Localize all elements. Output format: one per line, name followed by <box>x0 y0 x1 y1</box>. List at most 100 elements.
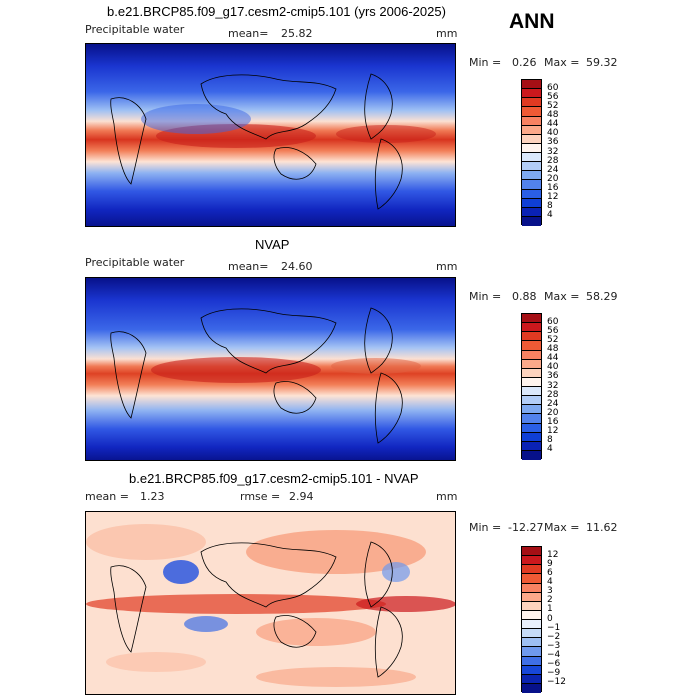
colorbar-swatch <box>522 377 541 387</box>
panel-1-title: b.e21.BRCP85.f09_g17.cesm2-cmip5.101 (yr… <box>107 4 446 19</box>
colorbar-tick-label: 52 <box>547 100 559 111</box>
panel-2-variable: Precipitable water <box>85 256 185 269</box>
colorbar-tick-label: 12 <box>547 549 559 560</box>
panel-2-max-value: 58.29 <box>586 290 618 303</box>
colorbar-tick-label: 3 <box>547 586 553 597</box>
colorbar-tick-label: 24 <box>547 398 559 409</box>
colorbar-tick-label: 52 <box>547 334 559 345</box>
colorbar-swatch <box>522 556 541 566</box>
colorbar-tick-label: 9 <box>547 558 553 569</box>
colorbar-tick-label: 48 <box>547 110 559 120</box>
colorbar-tick-label: 36 <box>547 371 559 382</box>
colorbar-swatch <box>522 189 541 199</box>
colorbar-swatch <box>522 89 541 99</box>
colorbar-tick-label: 28 <box>547 155 559 166</box>
colorbar-swatch <box>522 638 541 648</box>
colorbar-swatch <box>522 565 541 575</box>
colorbar-tick-label: 44 <box>547 119 559 130</box>
colorbar-swatch <box>522 432 541 442</box>
panel-1-variable: Precipitable water <box>85 23 185 36</box>
colorbar-swatch <box>522 314 541 324</box>
colorbar-swatch <box>522 207 541 217</box>
panel-3-max-label: Max = <box>544 521 580 534</box>
colorbar-swatch <box>522 153 541 163</box>
colorbar-tick-label: 20 <box>547 407 559 418</box>
colorbar-tick-label: 20 <box>547 173 559 184</box>
colorbar-swatch <box>522 414 541 424</box>
panel-2-title: NVAP <box>255 237 290 252</box>
colorbar-swatch <box>522 341 541 351</box>
panel-2-min-value: 0.88 <box>512 290 537 303</box>
colorbar-swatch <box>522 107 541 117</box>
colorbar-swatch <box>522 450 541 460</box>
panel-1-mean-value: 25.82 <box>281 27 313 40</box>
colorbar-swatch <box>522 180 541 190</box>
panel-1-mean-label: mean= <box>228 27 269 40</box>
colorbar-swatch <box>522 323 541 333</box>
panel-2-min-label: Min = <box>469 290 502 303</box>
colorbar-swatch <box>522 387 541 397</box>
colorbar-swatch <box>522 441 541 451</box>
panel-1-map-field <box>86 44 455 226</box>
colorbar-tick-label: 4 <box>547 210 553 221</box>
colorbar-tick-label: 4 <box>547 577 553 587</box>
colorbar-swatch <box>522 583 541 593</box>
colorbar-swatch <box>522 674 541 684</box>
colorbar-swatch <box>522 423 541 433</box>
colorbar-tick-label: 32 <box>547 380 559 391</box>
season-label: ANN <box>509 10 555 33</box>
panel-3-units: mm <box>436 490 458 503</box>
colorbar-swatch <box>522 116 541 126</box>
colorbar-tick-label: 16 <box>547 183 559 193</box>
panel-1-min-value: 0.26 <box>512 56 537 69</box>
panel-1-max-value: 59.32 <box>586 56 618 69</box>
panel-2-map-field <box>86 278 455 460</box>
colorbar-tick-label: 28 <box>547 389 559 400</box>
panel-2-map <box>85 277 456 461</box>
colorbar-tick-label: 56 <box>547 325 559 336</box>
colorbar-swatch <box>522 601 541 611</box>
colorbar-tick-label: −12 <box>547 677 566 688</box>
colorbar-swatch <box>522 125 541 135</box>
colorbar-tick-label: 40 <box>547 362 559 373</box>
panel-3-rmse-value: 2.94 <box>289 490 314 503</box>
panel-3-min-label: Min = <box>469 521 502 534</box>
panel-2-mean-value: 24.60 <box>281 260 313 273</box>
colorbar-swatch <box>522 665 541 675</box>
colorbar-swatch <box>522 80 541 90</box>
colorbar-swatch <box>522 359 541 369</box>
colorbar-swatch <box>522 574 541 584</box>
panel-1-units: mm <box>436 27 458 40</box>
colorbar-swatch <box>522 171 541 181</box>
colorbar-tick-label: −4 <box>547 650 561 660</box>
colorbar-swatch <box>522 656 541 666</box>
colorbar-swatch <box>522 162 541 172</box>
colorbar-swatch <box>522 610 541 620</box>
colorbar-swatch <box>522 98 541 108</box>
panel-1-max-label: Max = <box>544 56 580 69</box>
panel-3-rmse-label: rmse = <box>240 490 281 503</box>
panel-3-coastlines <box>110 541 403 678</box>
panel-2-coastlines <box>110 307 403 444</box>
colorbar-tick-label: 40 <box>547 128 559 139</box>
colorbar-tick-label: 1 <box>547 604 553 615</box>
colorbar-swatch <box>522 350 541 360</box>
panel-1-map <box>85 43 456 227</box>
colorbar-swatch <box>522 629 541 639</box>
panel-3-max-value: 11.62 <box>586 521 618 534</box>
panel-3-map <box>85 511 456 695</box>
colorbar-tick-label: 24 <box>547 164 559 175</box>
colorbar-swatch <box>522 368 541 378</box>
colorbar-swatch <box>522 405 541 415</box>
colorbar-swatch <box>522 396 541 406</box>
colorbar-swatch <box>522 198 541 208</box>
colorbar-tick-label: 12 <box>547 192 559 203</box>
colorbar-swatch <box>522 134 541 144</box>
colorbar-tick-label: 12 <box>547 426 559 437</box>
panel-3-mean-label: mean = <box>85 490 129 503</box>
colorbar-tick-label: 16 <box>547 417 559 427</box>
panel-3-mean-value: 1.23 <box>140 490 165 503</box>
colorbar-swatch <box>522 620 541 630</box>
colorbar-tick-label: −3 <box>547 640 561 651</box>
colorbar-tick-label: 36 <box>547 137 559 148</box>
